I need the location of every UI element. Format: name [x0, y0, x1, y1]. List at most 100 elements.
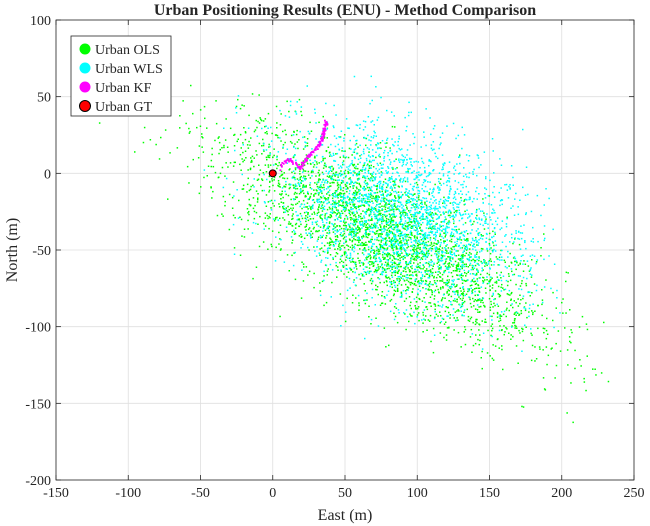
scatter-point: [426, 273, 429, 275]
scatter-point: [470, 224, 473, 226]
scatter-point: [410, 274, 412, 276]
scatter-point: [478, 277, 481, 279]
scatter-point: [334, 255, 337, 258]
scatter-point: [384, 243, 387, 245]
scatter-point: [381, 266, 384, 269]
scatter-point: [339, 156, 341, 159]
scatter-point: [376, 236, 378, 239]
scatter-point: [374, 215, 376, 218]
scatter-point: [330, 241, 332, 243]
scatter-point: [530, 210, 533, 213]
scatter-point: [294, 168, 297, 171]
scatter-point: [336, 229, 338, 231]
scatter-point: [555, 342, 557, 345]
scatter-point: [445, 211, 447, 213]
scatter-point: [385, 225, 387, 228]
scatter-point: [403, 211, 405, 214]
scatter-point: [375, 254, 377, 256]
scatter-point: [474, 264, 477, 267]
scatter-point: [307, 213, 309, 216]
scatter-point: [350, 219, 352, 221]
scatter-point: [337, 143, 339, 146]
scatter-point: [458, 244, 460, 247]
scatter-point: [410, 172, 413, 174]
scatter-point: [296, 178, 299, 180]
scatter-point: [448, 326, 450, 329]
scatter-point: [359, 155, 361, 157]
scatter-point: [329, 216, 331, 219]
scatter-point: [320, 183, 322, 186]
scatter-point: [417, 247, 420, 249]
scatter-point: [349, 198, 352, 200]
scatter-point: [569, 340, 571, 343]
scatter-point: [407, 168, 410, 171]
scatter-point: [379, 187, 381, 190]
scatter-point: [261, 127, 263, 130]
scatter-point: [349, 231, 351, 233]
scatter-point: [316, 198, 318, 201]
scatter-point: [400, 218, 403, 220]
scatter-point: [266, 178, 268, 181]
scatter-point: [322, 250, 324, 253]
scatter-point: [211, 153, 213, 156]
scatter-point: [480, 299, 482, 301]
scatter-point: [570, 341, 572, 344]
scatter-point: [258, 245, 261, 248]
scatter-point: [360, 272, 362, 275]
scatter-point: [462, 213, 465, 216]
scatter-point: [328, 170, 330, 173]
scatter-point: [310, 206, 312, 208]
scatter-point: [371, 200, 373, 202]
scatter-point: [394, 196, 396, 198]
scatter-point: [484, 279, 486, 281]
scatter-point: [381, 217, 383, 219]
scatter-point: [445, 266, 448, 268]
scatter-point: [339, 246, 341, 249]
scatter-point: [198, 192, 201, 195]
scatter-point: [366, 256, 369, 259]
scatter-point: [434, 228, 437, 230]
scatter-point: [461, 282, 464, 284]
scatter-point: [473, 267, 476, 269]
scatter-point: [394, 262, 397, 265]
scatter-point: [233, 247, 236, 249]
scatter-point: [333, 181, 335, 184]
scatter-point: [480, 301, 482, 303]
scatter-point: [323, 224, 326, 226]
scatter-point: [460, 255, 462, 258]
scatter-point: [344, 320, 347, 323]
scatter-point: [364, 271, 367, 274]
scatter-point: [450, 247, 452, 250]
scatter-point: [423, 166, 426, 169]
scatter-point: [464, 210, 466, 213]
scatter-point: [285, 133, 287, 136]
scatter-point: [437, 210, 439, 212]
scatter-point: [179, 127, 181, 129]
scatter-point: [432, 187, 435, 190]
scatter-point: [459, 268, 462, 271]
scatter-point: [459, 259, 461, 262]
scatter-point: [293, 252, 295, 254]
scatter-point: [475, 217, 477, 219]
scatter-point: [462, 186, 464, 189]
scatter-point: [457, 274, 459, 277]
scatter-point: [403, 233, 405, 236]
scatter-point: [374, 178, 376, 181]
scatter-point: [493, 186, 495, 188]
scatter-point: [429, 219, 431, 221]
scatter-point: [345, 225, 348, 227]
scatter-point: [491, 287, 494, 289]
scatter-point: [319, 201, 322, 204]
scatter-point: [527, 193, 529, 196]
scatter-point: [435, 223, 437, 225]
scatter-point: [405, 252, 408, 255]
scatter-point: [372, 226, 375, 228]
scatter-point: [351, 154, 353, 156]
scatter-point: [478, 299, 480, 301]
scatter-point: [385, 249, 388, 251]
scatter-point: [267, 164, 270, 166]
scatter-point: [280, 140, 282, 142]
scatter-point: [441, 255, 444, 258]
scatter-point: [419, 290, 422, 292]
scatter-point: [559, 350, 562, 352]
